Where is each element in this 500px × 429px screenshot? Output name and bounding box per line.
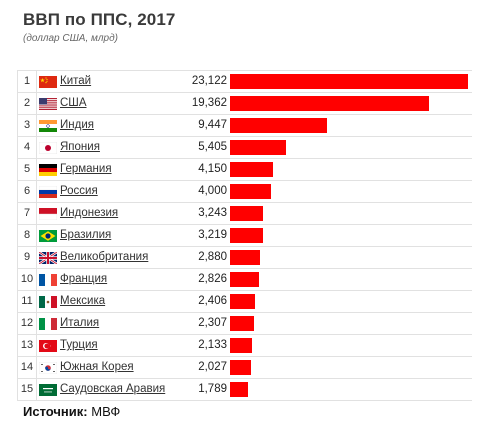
bar [230, 118, 327, 133]
source-label: Источник: [23, 404, 88, 419]
table-row: 4 Япония 5,405 [17, 137, 472, 159]
bar [230, 382, 248, 397]
bar [230, 338, 252, 353]
country-link[interactable]: Индонезия [60, 207, 119, 219]
value-label: 2,406 [198, 295, 227, 307]
value-label: 2,133 [198, 339, 227, 351]
chart-title: ВВП по ППС, 2017 [23, 10, 176, 29]
bar [230, 228, 263, 243]
country-link[interactable]: Южная Корея [60, 361, 134, 373]
table-row: 1 Китай 23,122 [17, 70, 472, 93]
bar [230, 96, 429, 111]
rank-number: 14 [17, 357, 37, 378]
value-label: 9,447 [198, 119, 227, 131]
country-link[interactable]: Индия [60, 119, 94, 131]
country-link[interactable]: Германия [60, 163, 112, 175]
mexico-flag-icon [39, 296, 57, 308]
usa-flag-icon [39, 98, 57, 110]
value-label: 3,243 [198, 207, 227, 219]
table-row: 10 Франция 2,826 [17, 269, 472, 291]
rank-number: 4 [17, 137, 37, 158]
value-label: 19,362 [191, 97, 227, 109]
country-link[interactable]: Турция [60, 339, 98, 351]
value-label: 2,826 [198, 273, 227, 285]
country-link[interactable]: Великобритания [60, 251, 149, 263]
source-line: Источник: МВФ [23, 404, 120, 419]
table-row: 11 Мексика 2,406 [17, 291, 472, 313]
table-row: 2 США 19,362 [17, 93, 472, 115]
bar [230, 206, 263, 221]
rank-number: 13 [17, 335, 37, 356]
country-link[interactable]: Япония [60, 141, 100, 153]
rank-number: 6 [17, 181, 37, 202]
country-link[interactable]: Италия [60, 317, 100, 329]
bar [230, 316, 254, 331]
rank-number: 1 [17, 71, 37, 92]
rank-number: 5 [17, 159, 37, 180]
rank-number: 8 [17, 225, 37, 246]
rank-number: 12 [17, 313, 37, 334]
country-link[interactable]: Бразилия [60, 229, 112, 241]
table-row: 12 Италия 2,307 [17, 313, 472, 335]
value-label: 2,880 [198, 251, 227, 263]
france-flag-icon [39, 274, 57, 286]
bar [230, 140, 286, 155]
table-row: 15 Саудовская Аравия 1,789 [17, 379, 472, 401]
table-row: 7 Индонезия 3,243 [17, 203, 472, 225]
rank-number: 11 [17, 291, 37, 312]
bar [230, 162, 273, 177]
country-link[interactable]: Мексика [60, 295, 106, 307]
chart-subtitle: (доллар США, млрд) [23, 33, 118, 44]
bar [230, 74, 468, 89]
russia-flag-icon [39, 186, 57, 198]
south-korea-flag-icon [39, 362, 57, 374]
table-row: 3 Индия 9,447 [17, 115, 472, 137]
rank-number: 3 [17, 115, 37, 136]
india-flag-icon [39, 120, 57, 132]
turkey-flag-icon [39, 340, 57, 352]
value-label: 3,219 [198, 229, 227, 241]
table-row: 9 Великобритания 2,880 [17, 247, 472, 269]
country-link[interactable]: Саудовская Аравия [60, 383, 166, 395]
rank-number: 2 [17, 93, 37, 114]
bar [230, 250, 260, 265]
rank-number: 10 [17, 269, 37, 290]
country-link[interactable]: Россия [60, 185, 98, 197]
china-flag-icon [39, 76, 57, 88]
table-row: 13 Турция 2,133 [17, 335, 472, 357]
bar [230, 184, 271, 199]
brazil-flag-icon [39, 230, 57, 242]
value-label: 4,150 [198, 163, 227, 175]
ranking-table: 1 Китай 23,122 2 США 19,362 3 Индия 9,447 4 Япония… [17, 70, 472, 401]
bar [230, 272, 259, 287]
rank-number: 15 [17, 379, 37, 400]
table-row: 8 Бразилия 3,219 [17, 225, 472, 247]
country-link[interactable]: Франция [60, 273, 108, 285]
value-label: 23,122 [191, 75, 227, 87]
value-label: 2,307 [198, 317, 227, 329]
value-label: 2,027 [198, 361, 227, 373]
uk-flag-icon [39, 252, 57, 264]
table-row: 14 Южная Корея 2,027 [17, 357, 472, 379]
italy-flag-icon [39, 318, 57, 330]
bar [230, 294, 255, 309]
table-row: 5 Германия 4,150 [17, 159, 472, 181]
table-row: 6 Россия 4,000 [17, 181, 472, 203]
value-label: 1,789 [198, 383, 227, 395]
source-value: МВФ [91, 404, 121, 419]
germany-flag-icon [39, 164, 57, 176]
saudi-arabia-flag-icon [39, 384, 57, 396]
japan-flag-icon [39, 142, 57, 154]
value-label: 5,405 [198, 141, 227, 153]
rank-number: 7 [17, 203, 37, 224]
bar [230, 360, 251, 375]
rank-number: 9 [17, 247, 37, 268]
value-label: 4,000 [198, 185, 227, 197]
country-link[interactable]: США [60, 97, 87, 109]
country-link[interactable]: Китай [60, 75, 92, 87]
indonesia-flag-icon [39, 208, 57, 220]
